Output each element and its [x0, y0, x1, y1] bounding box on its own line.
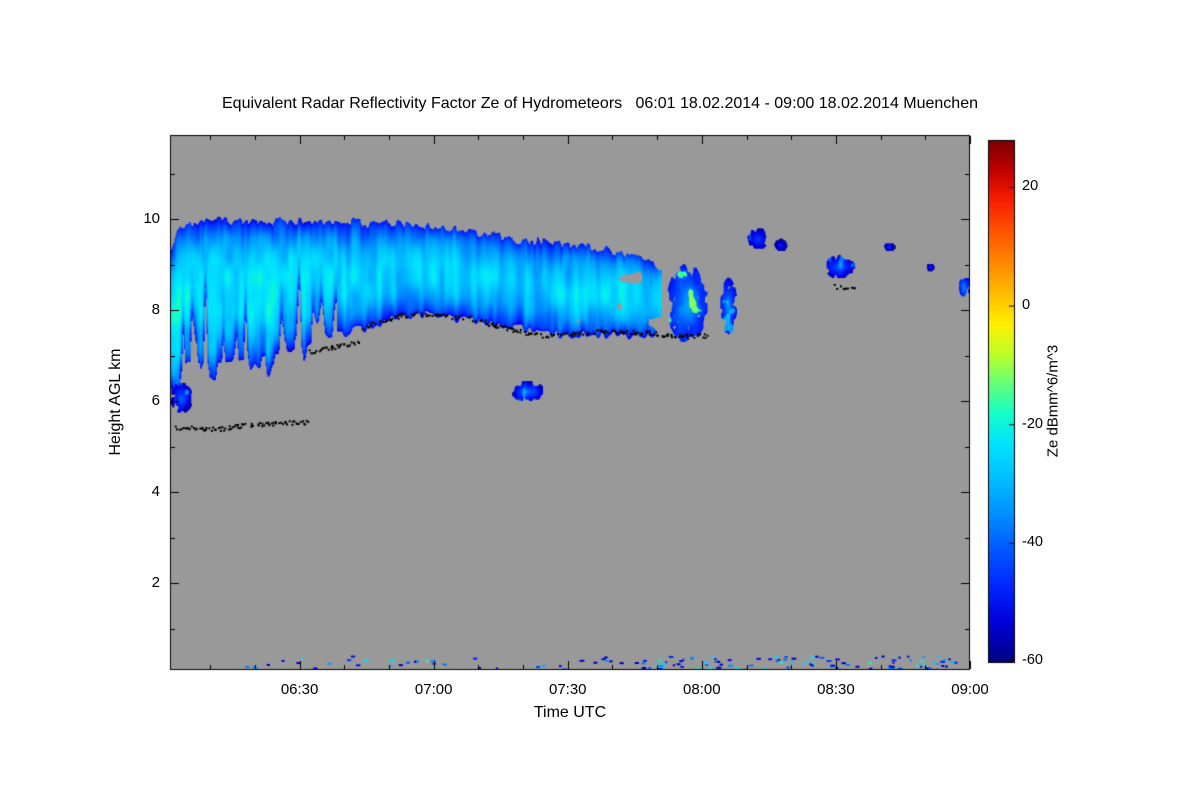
- colorbar-tick-label-20: 20: [1022, 178, 1039, 195]
- y-tick-label-8: 8: [151, 301, 160, 319]
- x-tick-label-0730: 07:30: [548, 681, 587, 698]
- y-tick-label-10: 10: [143, 209, 160, 227]
- colorbar-title: Ze dBmm^6/m^3: [1044, 344, 1062, 458]
- colorbar-tick-label--20: -20: [1022, 415, 1043, 432]
- x-tick-label-0630: 06:30: [280, 681, 319, 698]
- x-tick-label-0700: 07:00: [414, 681, 453, 698]
- y-tick-label-2: 2: [151, 574, 160, 592]
- colorbar-tick-label--40: -40: [1022, 534, 1043, 551]
- x-tick-label-0830: 08:30: [817, 681, 855, 698]
- x-tick-label-0900: 09:00: [951, 681, 989, 698]
- chart-title: Equivalent Radar Reflectivity Factor Ze …: [222, 95, 978, 112]
- y-axis-title: Height AGL km: [107, 348, 124, 456]
- colorbar-tick-label--60: -60: [1022, 652, 1043, 669]
- colorbar-tick-label-0: 0: [1022, 297, 1031, 314]
- x-axis-title: Time UTC: [533, 704, 607, 721]
- x-tick-label-0800: 08:00: [683, 681, 721, 698]
- y-tick-label-6: 6: [151, 392, 160, 410]
- y-tick-label-4: 4: [151, 483, 160, 501]
